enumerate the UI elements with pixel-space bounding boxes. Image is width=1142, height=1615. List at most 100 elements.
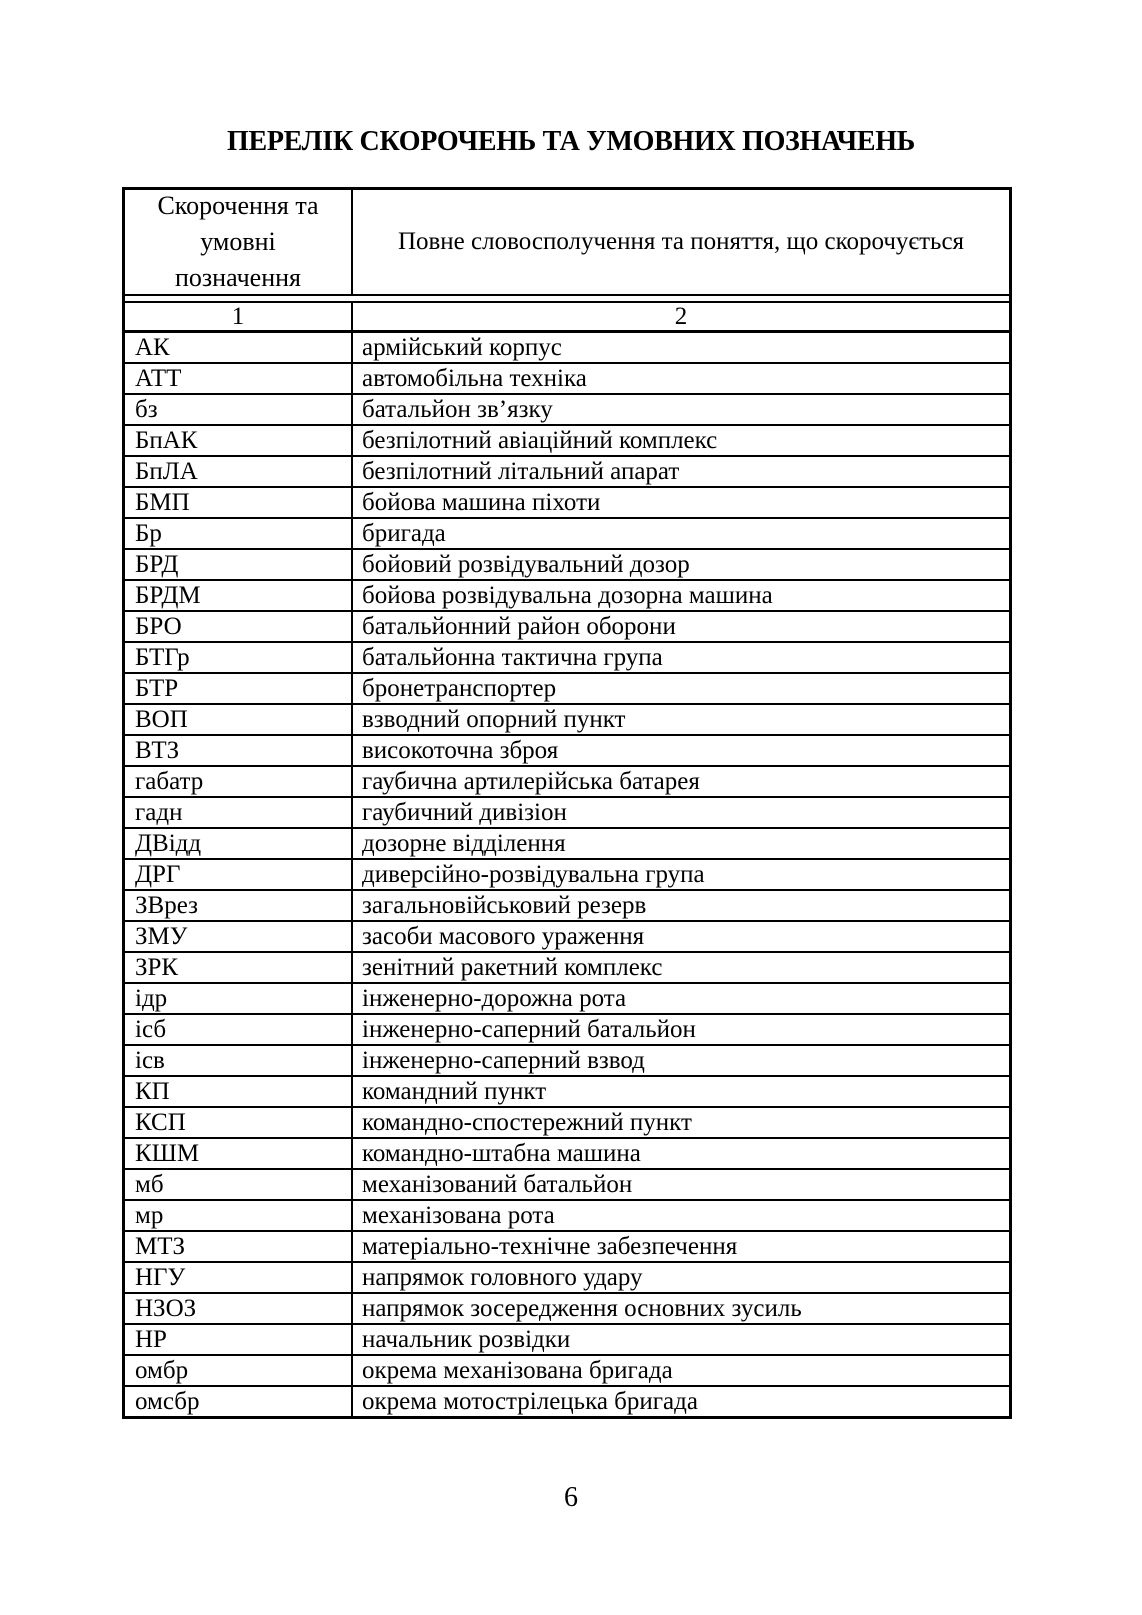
abbreviation-cell: ДРГ bbox=[125, 860, 353, 889]
abbreviation-cell: НР bbox=[125, 1325, 353, 1354]
abbreviation-cell: БТГр bbox=[125, 643, 353, 672]
definition-cell: командний пункт bbox=[362, 1078, 547, 1105]
table-row: ЗМУ засоби масового ураження bbox=[125, 922, 1009, 953]
table-row: БпЛА безпілотний літальний апарат bbox=[125, 457, 1009, 488]
abbreviation-cell: АТТ bbox=[125, 364, 353, 393]
definition-cell: взводний опорний пункт bbox=[362, 706, 626, 733]
definition-cell: батальйонний район оборони bbox=[362, 613, 676, 640]
definition-cell: бригада bbox=[362, 520, 446, 547]
table-row: ДВідд дозорне відділення bbox=[125, 829, 1009, 860]
abbreviation-cell: мб bbox=[125, 1170, 353, 1199]
definition-cell: батальйон зв’язку bbox=[362, 396, 553, 423]
table-header-row: Скорочення та умовні позначення Повне сл… bbox=[125, 190, 1009, 294]
abbreviation-cell: мр bbox=[125, 1201, 353, 1230]
abbreviation-cell: КШМ bbox=[125, 1139, 353, 1168]
definition-cell: механізована рота bbox=[362, 1202, 555, 1229]
definition-cell: гаубична артилерійська батарея bbox=[362, 768, 700, 795]
table-row: НГУ напрямок головного удару bbox=[125, 1263, 1009, 1294]
abbreviation-cell: Бр bbox=[125, 519, 353, 548]
abbreviation-cell: омсбр bbox=[125, 1387, 353, 1416]
abbreviation-cell: ЗРК bbox=[125, 953, 353, 982]
table-row: мр механізована рота bbox=[125, 1201, 1009, 1232]
table-row: ВОП взводний опорний пункт bbox=[125, 705, 1009, 736]
table-row: БТР бронетранспортер bbox=[125, 674, 1009, 705]
definition-cell: командно-спостережний пункт bbox=[362, 1109, 692, 1136]
table-row: БМП бойова машина піхоти bbox=[125, 488, 1009, 519]
abbreviation-cell: КСП bbox=[125, 1108, 353, 1137]
definition-cell: дозорне відділення bbox=[362, 830, 566, 857]
abbreviations-table: Скорочення та умовні позначення Повне сл… bbox=[122, 187, 1012, 1419]
abbreviation-cell: бз bbox=[125, 395, 353, 424]
abbreviation-cell: ВОП bbox=[125, 705, 353, 734]
table-row: БРД бойовий розвідувальний дозор bbox=[125, 550, 1009, 581]
abbreviation-cell: БРД bbox=[125, 550, 353, 579]
definition-cell: начальник розвідки bbox=[362, 1326, 571, 1353]
table-row: БТГр батальйонна тактична група bbox=[125, 643, 1009, 674]
table-row: БпАК безпілотний авіаційний комплекс bbox=[125, 426, 1009, 457]
abbreviation-cell: ідр bbox=[125, 984, 353, 1013]
table-row: КСП командно-спостережний пункт bbox=[125, 1108, 1009, 1139]
table-row: ісв інженерно-саперний взвод bbox=[125, 1046, 1009, 1077]
abbreviation-cell: омбр bbox=[125, 1356, 353, 1385]
definition-cell: бойова розвідувальна дозорна машина bbox=[362, 582, 773, 609]
abbreviation-cell: КП bbox=[125, 1077, 353, 1106]
definition-cell: окрема мотострілецька бригада bbox=[362, 1388, 698, 1415]
definition-cell: бронетранспортер bbox=[362, 675, 557, 702]
definition-cell: командно-штабна машина bbox=[362, 1140, 641, 1167]
header-cell-full-phrase: Повне словосполучення та поняття, що ско… bbox=[353, 190, 1009, 294]
header-full-phrase-label: Повне словосполучення та поняття, що ско… bbox=[397, 228, 965, 255]
abbreviation-cell: габатр bbox=[125, 767, 353, 796]
column-number-2: 2 bbox=[674, 303, 688, 330]
table-row: мб механізований батальйон bbox=[125, 1170, 1009, 1201]
table-row: НР начальник розвідки bbox=[125, 1325, 1009, 1356]
column-number-1: 1 bbox=[125, 303, 353, 330]
abbreviation-cell: ісв bbox=[125, 1046, 353, 1075]
table-row: омсбр окрема мотострілецька бригада bbox=[125, 1387, 1009, 1416]
table-row: Бр бригада bbox=[125, 519, 1009, 550]
table-row: ісб інженерно-саперний батальйон bbox=[125, 1015, 1009, 1046]
table-row: ідр інженерно-дорожна рота bbox=[125, 984, 1009, 1015]
table-row: БРО батальйонний район оборони bbox=[125, 612, 1009, 643]
header-double-divider bbox=[125, 294, 1009, 303]
definition-cell: загальновійськовий резерв bbox=[362, 892, 647, 919]
definition-cell: матеріально-технічне забезпечення bbox=[362, 1233, 738, 1260]
table-body: АК армійський корпус АТТ автомобільна техні… bbox=[125, 333, 1009, 1416]
abbreviation-cell: БТР bbox=[125, 674, 353, 703]
abbreviation-cell: БпАК bbox=[125, 426, 353, 455]
abbreviation-cell: ЗМУ bbox=[125, 922, 353, 951]
table-row: ВТЗ високоточна зброя bbox=[125, 736, 1009, 767]
page-number: 6 bbox=[564, 1482, 578, 1513]
column-number-row: 1 2 bbox=[125, 303, 1009, 333]
table-row: гадн гаубичний дивізіон bbox=[125, 798, 1009, 829]
abbreviation-cell: МТЗ bbox=[125, 1232, 353, 1261]
header-cell-abbreviations: Скорочення та умовні позначення bbox=[125, 190, 353, 294]
definition-cell: автомобільна техніка bbox=[362, 365, 587, 392]
table-row: габатр гаубична артилерійська батарея bbox=[125, 767, 1009, 798]
abbreviation-cell: ВТЗ bbox=[125, 736, 353, 765]
abbreviation-cell: АК bbox=[125, 333, 353, 362]
table-row: МТЗ матеріально-технічне забезпечення bbox=[125, 1232, 1009, 1263]
table-row: БРДМ бойова розвідувальна дозорна машина bbox=[125, 581, 1009, 612]
definition-cell: зенітний ракетний комплекс bbox=[362, 954, 663, 981]
definition-cell: безпілотний авіаційний комплекс bbox=[362, 427, 718, 454]
abbreviation-cell: НЗОЗ bbox=[125, 1294, 353, 1323]
abbreviation-cell: БРДМ bbox=[125, 581, 353, 610]
definition-cell: бойовий розвідувальний дозор bbox=[362, 551, 690, 578]
abbreviation-cell: ЗВрез bbox=[125, 891, 353, 920]
table-row: КП командний пункт bbox=[125, 1077, 1009, 1108]
table-row: ЗВрез загальновійськовий резерв bbox=[125, 891, 1009, 922]
definition-cell: інженерно-саперний батальйон bbox=[362, 1016, 696, 1043]
definition-cell: засоби масового ураження bbox=[362, 923, 645, 950]
definition-cell: диверсійно-розвідувальна група bbox=[362, 861, 705, 888]
abbreviation-cell: БпЛА bbox=[125, 457, 353, 486]
definition-cell: бойова машина піхоти bbox=[362, 489, 601, 516]
table-row: ЗРК зенітний ракетний комплекс bbox=[125, 953, 1009, 984]
definition-cell: високоточна зброя bbox=[362, 737, 559, 764]
abbreviation-cell: гадн bbox=[125, 798, 353, 827]
definition-cell: окрема механізована бригада bbox=[362, 1357, 673, 1384]
table-row: АК армійський корпус bbox=[125, 333, 1009, 364]
table-row: омбр окрема механізована бригада bbox=[125, 1356, 1009, 1387]
definition-cell: інженерно-саперний взвод bbox=[362, 1047, 645, 1074]
header-abbreviations-label: Скорочення та умовні позначення bbox=[157, 191, 319, 292]
definition-cell: напрямок головного удару bbox=[362, 1264, 643, 1291]
